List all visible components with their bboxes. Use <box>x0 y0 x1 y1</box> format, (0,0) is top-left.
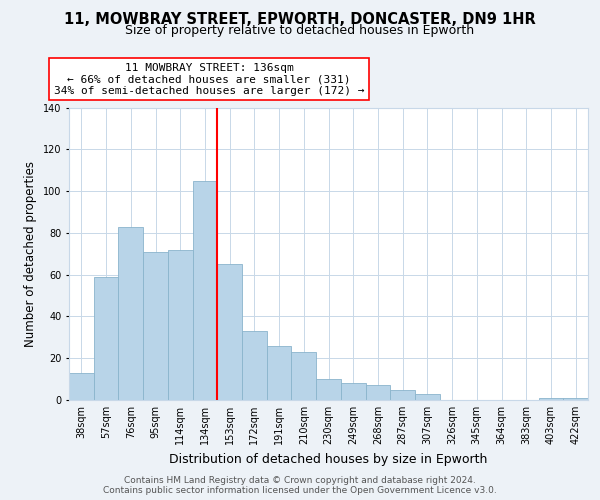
Bar <box>292 352 316 400</box>
Bar <box>217 264 242 400</box>
Text: Contains HM Land Registry data © Crown copyright and database right 2024.: Contains HM Land Registry data © Crown c… <box>124 476 476 485</box>
Bar <box>193 180 217 400</box>
Bar <box>341 384 365 400</box>
Bar <box>415 394 440 400</box>
Bar <box>242 331 267 400</box>
Bar <box>168 250 193 400</box>
Bar <box>267 346 292 400</box>
Bar <box>539 398 563 400</box>
Text: 11, MOWBRAY STREET, EPWORTH, DONCASTER, DN9 1HR: 11, MOWBRAY STREET, EPWORTH, DONCASTER, … <box>64 12 536 28</box>
Bar <box>563 398 588 400</box>
Bar <box>69 373 94 400</box>
Bar <box>316 379 341 400</box>
Y-axis label: Number of detached properties: Number of detached properties <box>25 161 37 347</box>
Bar <box>143 252 168 400</box>
Bar <box>94 276 118 400</box>
Bar <box>365 386 390 400</box>
X-axis label: Distribution of detached houses by size in Epworth: Distribution of detached houses by size … <box>169 452 488 466</box>
Bar <box>118 226 143 400</box>
Text: 11 MOWBRAY STREET: 136sqm
← 66% of detached houses are smaller (331)
34% of semi: 11 MOWBRAY STREET: 136sqm ← 66% of detac… <box>54 62 364 96</box>
Bar <box>390 390 415 400</box>
Text: Contains public sector information licensed under the Open Government Licence v3: Contains public sector information licen… <box>103 486 497 495</box>
Text: Size of property relative to detached houses in Epworth: Size of property relative to detached ho… <box>125 24 475 37</box>
